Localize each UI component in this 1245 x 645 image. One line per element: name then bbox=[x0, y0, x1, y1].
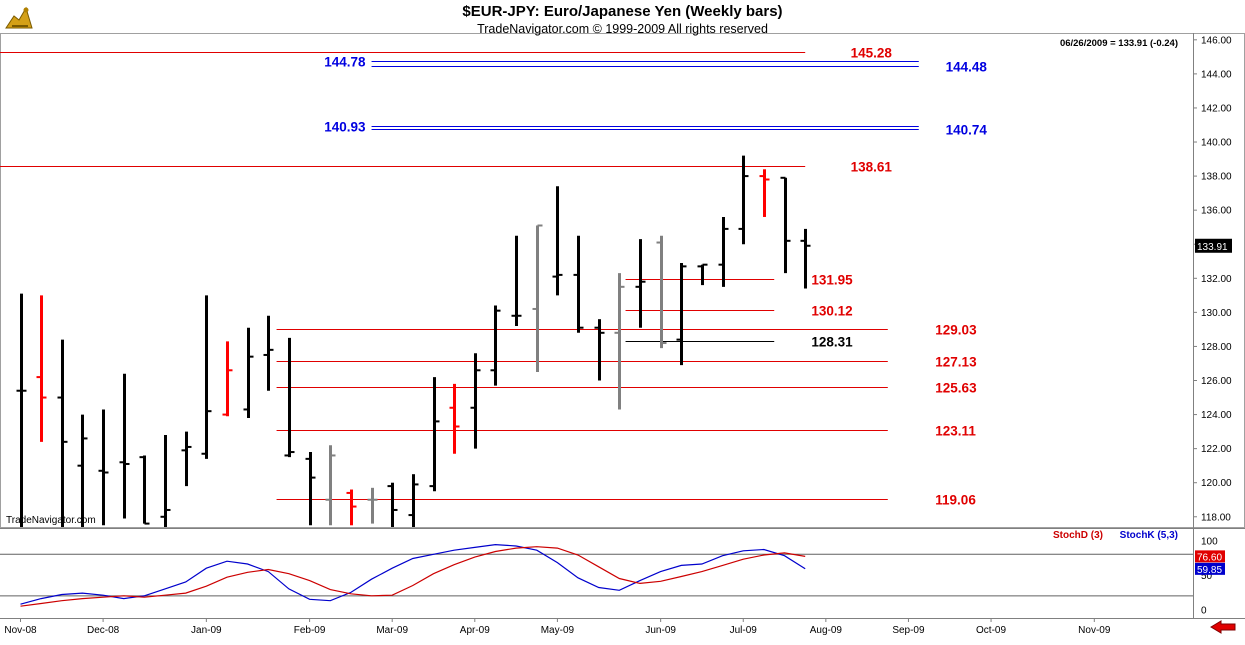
stoch-tick-label: 100 bbox=[1201, 536, 1218, 547]
price-tick-label: 120.00 bbox=[1201, 478, 1232, 489]
level-label: 131.95 bbox=[811, 273, 853, 288]
price-tick-label: 126.00 bbox=[1201, 376, 1232, 387]
stoch-tick-label: 50 bbox=[1201, 571, 1213, 582]
price-tick-label: 128.00 bbox=[1201, 342, 1232, 353]
time-axis-label: Oct-09 bbox=[976, 625, 1006, 636]
stochD-legend-label: StochD (3) bbox=[1053, 530, 1103, 541]
time-axis-label: Apr-09 bbox=[460, 625, 490, 636]
level-label: 130.12 bbox=[811, 304, 852, 319]
time-axis-label: Jan-09 bbox=[191, 625, 222, 636]
price-tick-label: 118.00 bbox=[1201, 512, 1231, 523]
level-label: 123.11 bbox=[935, 424, 976, 439]
scroll-left-button[interactable] bbox=[1208, 619, 1238, 635]
level-label: 119.06 bbox=[935, 493, 976, 508]
stochD-line bbox=[20, 546, 806, 607]
chart-subtitle: TradeNavigator.com © 1999-2009 All right… bbox=[477, 22, 768, 36]
ohlc-bars bbox=[16, 155, 811, 527]
stochK-legend-label: StochK (5,3) bbox=[1120, 530, 1178, 541]
time-axis-label: Nov-09 bbox=[1078, 625, 1111, 636]
level-label: 129.03 bbox=[935, 323, 977, 338]
time-axis-label: Nov-08 bbox=[4, 625, 37, 636]
stochD-value-box bbox=[1195, 550, 1225, 563]
stochD-value-label: 76.60 bbox=[1197, 552, 1222, 563]
price-tick-label: 122.00 bbox=[1201, 444, 1232, 455]
info-label: 06/26/2009 = 133.91 (-0.24) bbox=[1060, 38, 1178, 49]
level-label: 127.13 bbox=[935, 355, 977, 370]
price-tick-label: 130.00 bbox=[1201, 308, 1232, 319]
price-tick-label: 142.00 bbox=[1201, 103, 1232, 114]
last-price-label: 133.91 bbox=[1197, 242, 1228, 253]
level-label: 140.74 bbox=[946, 123, 988, 138]
price-tick-label: 136.00 bbox=[1201, 206, 1232, 217]
level-label: 144.78 bbox=[324, 55, 366, 70]
arrow-left-icon bbox=[1210, 620, 1236, 634]
stochK-line bbox=[20, 543, 806, 605]
level-label: 125.63 bbox=[935, 381, 977, 396]
chart-title: $EUR-JPY: Euro/Japanese Yen (Weekly bars… bbox=[462, 3, 783, 20]
time-axis-label: Jun-09 bbox=[645, 625, 676, 636]
last-price-box bbox=[1195, 238, 1232, 253]
bull-bear-logo-icon bbox=[5, 6, 33, 29]
trade-navigator-logo[interactable] bbox=[2, 2, 36, 32]
level-label: 144.48 bbox=[946, 60, 988, 75]
watermark-label: TradeNavigator.com bbox=[6, 515, 96, 526]
level-label: 145.28 bbox=[851, 46, 893, 61]
stochK-value-label: 59.85 bbox=[1197, 565, 1222, 576]
stoch-tick-label: 0 bbox=[1201, 606, 1207, 617]
price-tick-label: 140.00 bbox=[1201, 138, 1232, 149]
time-axis-label: Mar-09 bbox=[376, 625, 408, 636]
price-tick-label: 146.00 bbox=[1201, 35, 1232, 46]
time-axis-label: Jul-09 bbox=[730, 625, 758, 636]
price-tick-label: 144.00 bbox=[1201, 69, 1232, 80]
level-label: 140.93 bbox=[324, 120, 366, 135]
price-tick-label: 138.00 bbox=[1201, 172, 1232, 183]
time-axis-label: Sep-09 bbox=[892, 625, 925, 636]
price-tick-label: 132.00 bbox=[1201, 274, 1232, 285]
stochK-value-box bbox=[1195, 562, 1225, 575]
level-label: 128.31 bbox=[811, 335, 853, 350]
level-label: 138.61 bbox=[851, 160, 893, 175]
time-axis-label: Feb-09 bbox=[294, 625, 326, 636]
time-axis-label: Aug-09 bbox=[810, 625, 843, 636]
price-tick-label: 124.00 bbox=[1201, 410, 1232, 421]
time-axis-label: Dec-08 bbox=[87, 625, 120, 636]
time-axis-label: May-09 bbox=[541, 625, 575, 636]
